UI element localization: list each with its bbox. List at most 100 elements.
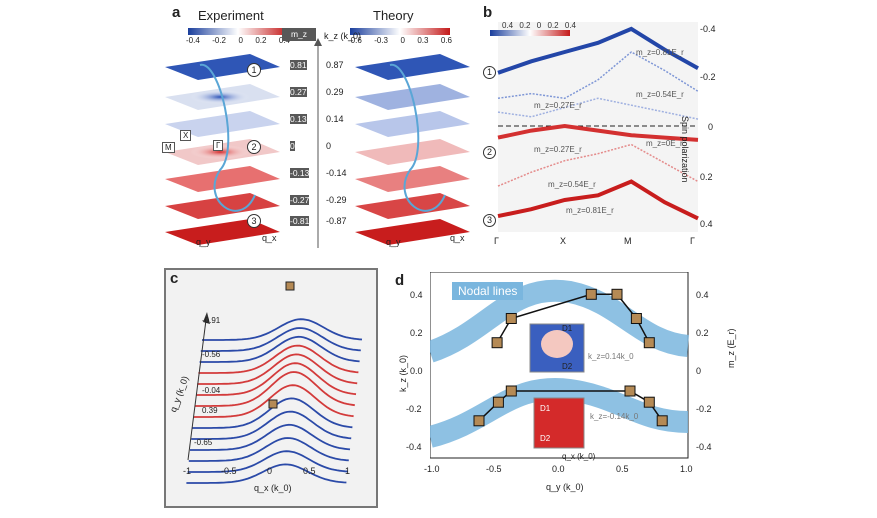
kz-value: 0.87 bbox=[326, 60, 344, 70]
pd-ylabel-left: k_z (k_0) bbox=[398, 354, 408, 392]
pd-point bbox=[585, 288, 597, 300]
pd-point bbox=[624, 385, 636, 397]
pb-band-marker-3: 3 bbox=[483, 214, 496, 227]
pc-sign: - bbox=[202, 316, 205, 325]
theory-slices bbox=[355, 54, 470, 245]
point-label-m: M bbox=[162, 142, 175, 153]
panel-b-letter: b bbox=[483, 4, 493, 21]
pc-curve bbox=[200, 327, 361, 352]
pb-annotation: m_z=0.81E_r bbox=[566, 206, 614, 215]
pb-annotation: m_z=0.81E_r bbox=[636, 48, 684, 57]
exp-nodal-curve bbox=[199, 63, 256, 212]
pb-right-tick: 0.4 bbox=[700, 219, 713, 229]
panel-c-chart bbox=[186, 281, 363, 484]
pb-series-line bbox=[497, 179, 699, 221]
pd-right-tick: -0.2 bbox=[696, 404, 712, 414]
pd-x-tick: 0.0 bbox=[552, 464, 565, 474]
experiment-title: Experiment bbox=[198, 8, 264, 23]
pc-curve bbox=[194, 371, 355, 407]
pb-annotation: m_z=0.54E_r bbox=[548, 180, 596, 189]
pc-curve bbox=[188, 437, 349, 462]
th-cb-tick: 0 bbox=[400, 36, 405, 45]
inset-bottom bbox=[533, 397, 585, 449]
pd-y-tick: -0.4 bbox=[406, 442, 422, 452]
pd-x-tick: 1.0 bbox=[680, 464, 693, 474]
inset-top-kz: k_z=0.14k_0 bbox=[588, 352, 634, 361]
panel-a-figure bbox=[165, 28, 470, 248]
panel-b-chart bbox=[490, 22, 699, 232]
mz-value: 0.27 bbox=[290, 87, 307, 97]
pd-point bbox=[492, 396, 504, 408]
mz-value: 0.81 bbox=[290, 60, 307, 70]
mz-value: -0.27 bbox=[290, 195, 310, 205]
pb-series-line bbox=[497, 143, 699, 187]
pd-right-tick: 0 bbox=[696, 366, 702, 376]
th-cb-tick: 0.6 bbox=[440, 36, 452, 45]
pc-curve-label: 0.39 bbox=[202, 406, 218, 415]
mz-header: m_z (E_r) bbox=[282, 28, 316, 52]
exp-colorbar bbox=[188, 28, 288, 35]
panel-c-xlabel: q_x (k_0) bbox=[254, 483, 292, 493]
pc-sign: - bbox=[194, 438, 197, 447]
pc-val: 0.39 bbox=[202, 406, 218, 415]
panel-b-ylabel: Spin polarization bbox=[680, 116, 690, 183]
pb-annotation: m_z=0E_r bbox=[646, 139, 683, 148]
pb-series-line bbox=[497, 97, 699, 120]
kz-value: 0 bbox=[326, 141, 332, 151]
inset-top-blob bbox=[541, 330, 573, 358]
pb-band-marker-1: 1 bbox=[483, 66, 496, 79]
pd-point bbox=[505, 385, 517, 397]
pd-y-tick: 0.0 bbox=[410, 366, 423, 376]
kz-value: 0.29 bbox=[326, 87, 344, 97]
inset-bottom-d2: D2 bbox=[540, 434, 551, 443]
exp-cb-tick: -0.4 bbox=[186, 36, 200, 45]
th-cb-tick: 0.3 bbox=[417, 36, 429, 45]
panel-d-letter: d bbox=[395, 272, 405, 289]
pd-point bbox=[473, 415, 485, 427]
pd-right-tick: 0.4 bbox=[696, 290, 709, 300]
pc-curve bbox=[199, 335, 360, 363]
pc-curve-label: -0.56 bbox=[202, 350, 220, 359]
panel-b-colorbar-ticks: 0.4 0.2 0 0.2 0.4 bbox=[502, 21, 576, 30]
pb-cb-tick: 0 bbox=[536, 21, 542, 30]
pb-annotation: m_z=0.27E_r bbox=[534, 145, 582, 154]
pb-annotation: m_z=0.27E_r bbox=[534, 101, 582, 110]
band-marker-2: 2 bbox=[247, 140, 261, 154]
pb-annotation: m_z=0.54E_r bbox=[636, 90, 684, 99]
pd-right-tick: -0.4 bbox=[696, 442, 712, 452]
th-slice-7 bbox=[355, 219, 470, 245]
th-cb-tick: -0.3 bbox=[374, 36, 389, 45]
pd-point bbox=[611, 288, 623, 300]
kz-value: -0.14 bbox=[326, 168, 347, 178]
theory-nodal-curve bbox=[389, 63, 446, 212]
exp-cb-tick: 0.2 bbox=[255, 36, 267, 45]
panel-c-letter: c bbox=[170, 270, 179, 287]
exp-slice-5 bbox=[165, 166, 280, 192]
theory-colorbar bbox=[350, 28, 450, 35]
qy-axis-label-exp: q_y bbox=[196, 237, 211, 247]
panel-b-series bbox=[497, 26, 699, 221]
marker-top bbox=[285, 281, 295, 291]
pd-y-tick: 0.4 bbox=[410, 290, 423, 300]
exp-colorbar-ticks: -0.4 -0.2 0 0.2 0.4 bbox=[186, 36, 290, 45]
pc-curve bbox=[197, 353, 358, 385]
pb-right-tick: -0.4 bbox=[700, 24, 716, 34]
mz-value: 0.13 bbox=[290, 114, 307, 124]
th-slice-3 bbox=[355, 111, 470, 137]
theory-title: Theory bbox=[373, 8, 414, 23]
panel-d-chart bbox=[430, 272, 690, 459]
pc-curve bbox=[190, 423, 351, 451]
pd-point bbox=[505, 313, 517, 324]
pb-right-tick: -0.2 bbox=[700, 72, 716, 82]
panel-b-colorbar bbox=[490, 30, 570, 36]
pd-right-tick: 0.2 bbox=[696, 328, 709, 338]
pc-val: 0.04 bbox=[204, 386, 221, 395]
point-label-x: X bbox=[180, 130, 192, 141]
pc-curve bbox=[186, 463, 347, 484]
pc-curve bbox=[198, 344, 359, 374]
kz-value: 0.14 bbox=[326, 114, 344, 124]
pc-curve bbox=[202, 318, 363, 341]
pc-x-tick: 0.5 bbox=[303, 466, 316, 476]
pc-sign: - bbox=[202, 350, 205, 359]
pd-point bbox=[643, 337, 655, 349]
